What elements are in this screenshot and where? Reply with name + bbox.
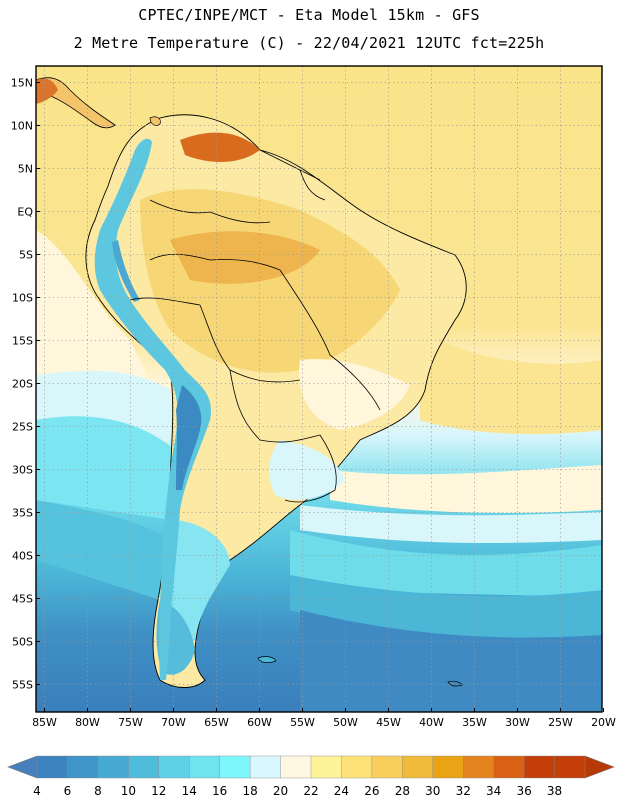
- colorbar-swatch: [432, 755, 464, 779]
- colorbar-swatch: [36, 755, 68, 779]
- lat-label: 50S: [12, 636, 33, 649]
- country-borders: [129, 149, 381, 503]
- lat-label: 20S: [12, 378, 33, 391]
- colorbar-swatch: [523, 755, 556, 779]
- lat-label: 5N: [18, 163, 33, 176]
- lat-label: 5S: [19, 249, 33, 262]
- colorbar-swatch: [128, 755, 160, 779]
- lat-label: EQ: [17, 206, 33, 219]
- colorbar-swatch: [310, 755, 342, 779]
- colorbar-label: 20: [273, 784, 288, 798]
- colorbar-label: 34: [486, 784, 501, 798]
- lon-label: 70W: [161, 716, 186, 729]
- latitude-labels: 15N 10N 5N EQ 5S 10S 15S 20S 25S 30S 35S 40S 45S 50S 5…: [11, 77, 40, 692]
- lon-label: 30W: [505, 716, 530, 729]
- colorbar-label: 14: [182, 784, 197, 798]
- lon-label: 80W: [75, 716, 100, 729]
- longitude-labels: 85W 80W 75W 70W 65W 60W 55W 50W 45W 40W 35W 30W 25W 2…: [32, 708, 616, 729]
- colorbar-low-arrow: [7, 755, 38, 779]
- lat-label: 15S: [12, 335, 33, 348]
- colorbar-swatch: [371, 755, 403, 779]
- lon-label: 75W: [118, 716, 143, 729]
- colorbar-swatch: [249, 755, 282, 779]
- colorbar-swatch: [219, 755, 251, 779]
- colorbar-label: 4: [33, 784, 41, 798]
- lon-label: 85W: [32, 716, 57, 729]
- lon-label: 20W: [591, 716, 616, 729]
- colorbar-label: 26: [364, 784, 379, 798]
- colorbar-swatch: [402, 755, 434, 779]
- lat-label: 25S: [12, 421, 33, 434]
- colorbar-label: 6: [64, 784, 72, 798]
- colorbar-swatch: [97, 755, 129, 779]
- colorbar-label: 30: [425, 784, 440, 798]
- colorbar-high-arrow: [584, 755, 615, 779]
- colorbar-swatch: [280, 755, 312, 779]
- colorbar-swatch: [189, 755, 221, 779]
- colorbar-label: 16: [212, 784, 227, 798]
- colorbar-label: 32: [456, 784, 471, 798]
- map-frame: [35, 65, 603, 713]
- map-title: CPTEC/INPE/MCT - Eta Model 15km - GFS: [138, 6, 480, 24]
- colorbar-label: 18: [242, 784, 257, 798]
- lon-label: 55W: [290, 716, 315, 729]
- colorbar-swatch: [158, 755, 190, 779]
- colorbar-label: 24: [334, 784, 349, 798]
- colorbar-label: 8: [94, 784, 102, 798]
- lat-label: 55S: [12, 679, 33, 692]
- colorbar-label: 10: [121, 784, 136, 798]
- lon-label: 65W: [204, 716, 229, 729]
- colorbar-swatch: [463, 755, 495, 779]
- lon-label: 60W: [247, 716, 272, 729]
- colorbar-swatch: [493, 755, 525, 779]
- colorbar-label: 38: [547, 784, 562, 798]
- colorbar-label: 12: [151, 784, 166, 798]
- colorbar-label: 28: [395, 784, 410, 798]
- colorbar-label: 36: [516, 784, 531, 798]
- colorbar-label: 22: [303, 784, 318, 798]
- lat-label: 30S: [12, 464, 33, 477]
- map-subtitle: 2 Metre Temperature (C) - 22/04/2021 12U…: [73, 34, 545, 52]
- lon-label: 35W: [462, 716, 487, 729]
- lat-label: 45S: [12, 593, 33, 606]
- lat-label: 10N: [11, 120, 33, 133]
- lat-label: 15N: [11, 77, 33, 90]
- lon-label: 50W: [333, 716, 358, 729]
- lat-label: 10S: [12, 292, 33, 305]
- colorbar-swatch: [341, 755, 373, 779]
- lat-label: 40S: [12, 550, 33, 563]
- lon-label: 25W: [548, 716, 573, 729]
- lon-label: 40W: [419, 716, 444, 729]
- lon-label: 45W: [376, 716, 401, 729]
- field-layer: [36, 66, 602, 712]
- colorbar: 4 6 8 10 12 14 16 18 20 22 24 26 28 30 32 34 36 38: [7, 755, 615, 798]
- colorbar-swatch: [67, 755, 99, 779]
- lat-label: 35S: [12, 507, 33, 520]
